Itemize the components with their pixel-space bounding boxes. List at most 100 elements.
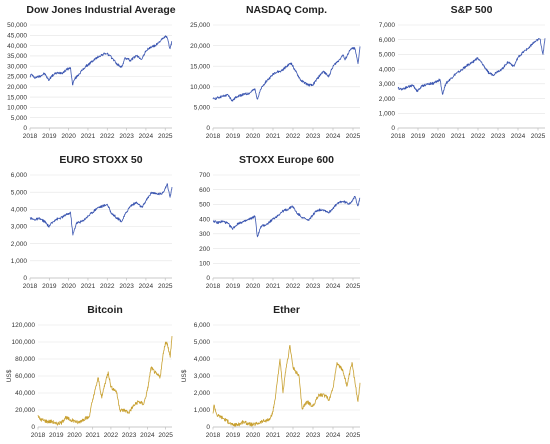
x-tick-label: 2024 <box>326 283 341 290</box>
x-tick-label: 2022 <box>100 133 115 140</box>
chart-stoxx-europe-600: STOXX Europe 600 0 100 200 300 400 500 600 700 20… <box>199 154 360 290</box>
chart-title: Ether <box>273 304 300 316</box>
y-tick-label: 100,000 <box>12 339 36 346</box>
x-tick-label: 2019 <box>226 133 241 140</box>
x-tick-label: 2021 <box>266 283 281 290</box>
chart-title: S&P 500 <box>451 4 493 16</box>
x-tick-label: 2022 <box>286 432 301 439</box>
y-tick-label: 5,000 <box>194 339 211 346</box>
y-tick-label: 3,000 <box>194 373 211 380</box>
y-tick-label: 6,000 <box>11 172 28 179</box>
y-tick-label: 5,000 <box>379 52 396 59</box>
x-tick-label: 2025 <box>346 133 361 140</box>
x-tick-label: 2025 <box>531 133 546 140</box>
x-tick-label: 2023 <box>306 432 321 439</box>
x-tick-label: 2018 <box>23 283 38 290</box>
y-tick-label: 20,000 <box>15 407 35 414</box>
y-tick-label: 45,000 <box>7 33 27 40</box>
series-line-nasdaq-comp <box>212 46 361 102</box>
y-tick-label: 1,000 <box>194 407 211 414</box>
series-line-stoxx-europe-600 <box>212 195 361 238</box>
y-tick-label: 5,000 <box>11 115 28 122</box>
x-tick-label: 2021 <box>85 432 100 439</box>
y-tick-label: 25,000 <box>7 74 27 81</box>
y-tick-label: 0 <box>23 275 27 282</box>
chart-title: EURO STOXX 50 <box>59 154 142 166</box>
x-tick-label: 2024 <box>139 283 154 290</box>
x-tick-label: 2025 <box>346 283 361 290</box>
x-tick-label: 2021 <box>266 432 281 439</box>
x-tick-label: 2021 <box>266 133 281 140</box>
x-tick-label: 2022 <box>286 133 301 140</box>
y-tick-label: 2,000 <box>379 96 396 103</box>
y-tick-label: 35,000 <box>7 53 27 60</box>
chart-title: Bitcoin <box>87 304 123 316</box>
y-tick-label: 15,000 <box>190 63 210 70</box>
x-tick-label: 2022 <box>471 133 486 140</box>
y-tick-label: 7,000 <box>379 22 396 29</box>
y-tick-label: 80,000 <box>15 356 35 363</box>
y-tick-label: 100 <box>199 260 210 267</box>
x-tick-label: 2021 <box>451 133 466 140</box>
x-tick-label: 2020 <box>246 133 261 140</box>
y-tick-label: 6,000 <box>194 322 211 329</box>
x-tick-label: 2020 <box>61 133 76 140</box>
y-tick-label: 50,000 <box>7 22 27 29</box>
y-tick-label: 4,000 <box>194 356 211 363</box>
y-tick-label: 0 <box>206 275 210 282</box>
series-line-ether <box>212 345 361 427</box>
x-tick-label: 2024 <box>326 133 341 140</box>
x-tick-label: 2022 <box>286 283 301 290</box>
y-tick-label: 20,000 <box>7 84 27 91</box>
x-tick-label: 2018 <box>391 133 406 140</box>
x-tick-label: 2025 <box>158 432 173 439</box>
x-tick-label: 2024 <box>140 432 155 439</box>
y-tick-label: 60,000 <box>15 373 35 380</box>
y-tick-label: 3,000 <box>11 224 28 231</box>
x-tick-label: 2022 <box>104 432 119 439</box>
y-tick-label: 400 <box>199 216 210 223</box>
y-tick-label: 120,000 <box>12 322 36 329</box>
chart-s-p-500: S&P 500 0 1,000 2,000 3,000 4,000 5,000 6,000 7,… <box>379 4 546 140</box>
x-tick-label: 2019 <box>42 133 57 140</box>
chart-title: STOXX Europe 600 <box>239 154 334 166</box>
x-tick-label: 2025 <box>346 432 361 439</box>
y-tick-label: 1,000 <box>379 110 396 117</box>
x-tick-label: 2019 <box>49 432 64 439</box>
x-tick-label: 2020 <box>246 432 261 439</box>
y-tick-label: 4,000 <box>11 207 28 214</box>
y-axis-label: US$ <box>6 369 13 382</box>
series-line-s-p-500 <box>397 38 546 95</box>
x-tick-label: 2023 <box>119 133 134 140</box>
x-tick-label: 2022 <box>100 283 115 290</box>
x-tick-label: 2024 <box>511 133 526 140</box>
y-tick-label: 2,000 <box>194 390 211 397</box>
series-line-euro-stoxx-50 <box>29 183 173 236</box>
x-tick-label: 2020 <box>61 283 76 290</box>
x-tick-label: 2023 <box>122 432 137 439</box>
y-tick-label: 40,000 <box>15 390 35 397</box>
x-tick-label: 2018 <box>206 432 221 439</box>
y-tick-label: 4,000 <box>379 66 396 73</box>
y-tick-label: 6,000 <box>379 37 396 44</box>
x-tick-label: 2024 <box>139 133 154 140</box>
y-tick-label: 0 <box>206 424 210 431</box>
x-tick-label: 2020 <box>246 283 261 290</box>
chart-euro-stoxx-50: EURO STOXX 50 0 1,000 2,000 3,000 4,000 5,000 6… <box>11 154 173 290</box>
x-tick-label: 2021 <box>81 133 96 140</box>
y-tick-label: 0 <box>206 125 210 132</box>
y-tick-label: 700 <box>199 172 210 179</box>
y-tick-label: 20,000 <box>190 43 210 50</box>
x-tick-label: 2021 <box>81 283 96 290</box>
x-tick-label: 2018 <box>206 133 221 140</box>
y-tick-label: 25,000 <box>190 22 210 29</box>
y-tick-label: 300 <box>199 231 210 238</box>
y-tick-label: 30,000 <box>7 63 27 70</box>
x-tick-label: 2023 <box>119 283 134 290</box>
x-tick-label: 2023 <box>491 133 506 140</box>
y-axis-label: US$ <box>181 369 188 382</box>
chart-nasdaq-comp: NASDAQ Comp. 0 5,000 10,000 15,000 20,000 25,0… <box>190 4 361 140</box>
chart-title: NASDAQ Comp. <box>246 4 327 16</box>
y-tick-label: 15,000 <box>7 94 27 101</box>
